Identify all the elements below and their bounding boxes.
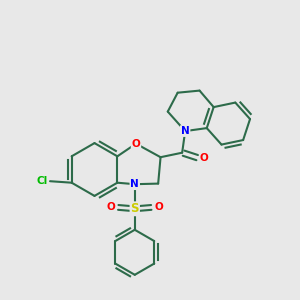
Text: N: N: [130, 179, 139, 189]
Text: N: N: [181, 126, 190, 136]
Text: O: O: [154, 202, 163, 212]
Text: Cl: Cl: [36, 176, 47, 186]
Text: O: O: [106, 202, 115, 212]
Text: O: O: [200, 153, 208, 163]
Text: S: S: [130, 202, 139, 215]
Text: O: O: [132, 139, 140, 149]
